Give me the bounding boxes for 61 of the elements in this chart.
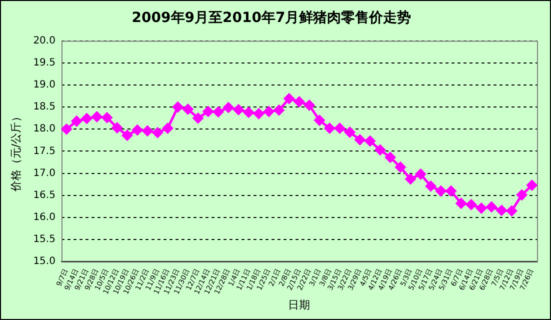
- point: [395, 162, 406, 172]
- y-axis-title: 价格（元/公斤）: [9, 110, 22, 193]
- point: [466, 199, 476, 210]
- point: [415, 168, 426, 180]
- y-tick-label: 19.5: [33, 57, 56, 68]
- point: [284, 93, 294, 104]
- y-tick-label: 15.5: [33, 234, 56, 246]
- point: [486, 202, 497, 212]
- point: [506, 206, 517, 216]
- point: [334, 122, 345, 134]
- point: [516, 190, 528, 200]
- y-tick-label: 17.5: [33, 146, 56, 157]
- point: [192, 112, 204, 124]
- point: [374, 144, 386, 156]
- point: [112, 122, 122, 134]
- point: [92, 112, 102, 122]
- point: [526, 180, 538, 190]
- point: [456, 198, 466, 209]
- chart-title: 2009年9月至2010年7月鲜猪肉零售价走势: [132, 10, 412, 26]
- y-tick-label: 17.0: [33, 168, 56, 179]
- point: [354, 134, 366, 145]
- point: [243, 107, 254, 118]
- point: [264, 106, 274, 117]
- point: [364, 136, 376, 146]
- point: [385, 152, 396, 163]
- y-tick-label: 20.0: [33, 35, 56, 46]
- point: [405, 174, 416, 184]
- point: [254, 108, 264, 119]
- point: [344, 126, 356, 138]
- y-tick-label: 19.0: [33, 80, 56, 91]
- y-tick-label: 18.5: [33, 102, 56, 113]
- point: [172, 102, 184, 112]
- point: [122, 130, 132, 141]
- point: [223, 102, 234, 113]
- y-tick-label: 18.0: [33, 124, 56, 135]
- point: [496, 205, 507, 216]
- x-axis-title: 日期: [288, 298, 310, 312]
- point: [476, 202, 487, 214]
- point: [61, 124, 72, 134]
- y-tick-label: 16.5: [33, 190, 56, 201]
- point: [142, 126, 153, 136]
- point: [274, 104, 284, 116]
- point: [314, 115, 325, 126]
- point: [182, 104, 194, 115]
- point: [102, 112, 112, 123]
- y-tick-label: 16.0: [33, 212, 56, 224]
- point: [71, 116, 82, 126]
- point: [436, 186, 446, 196]
- point: [446, 186, 456, 196]
- point: [82, 113, 92, 124]
- point: [152, 127, 163, 138]
- point: [294, 96, 304, 107]
- point: [426, 180, 436, 192]
- y-tick-label: 15.0: [33, 256, 56, 268]
- point: [162, 122, 173, 134]
- point: [233, 104, 244, 115]
- point: [324, 122, 335, 134]
- point: [202, 106, 214, 117]
- point: [213, 106, 224, 118]
- point: [304, 100, 315, 111]
- point: [132, 124, 143, 136]
